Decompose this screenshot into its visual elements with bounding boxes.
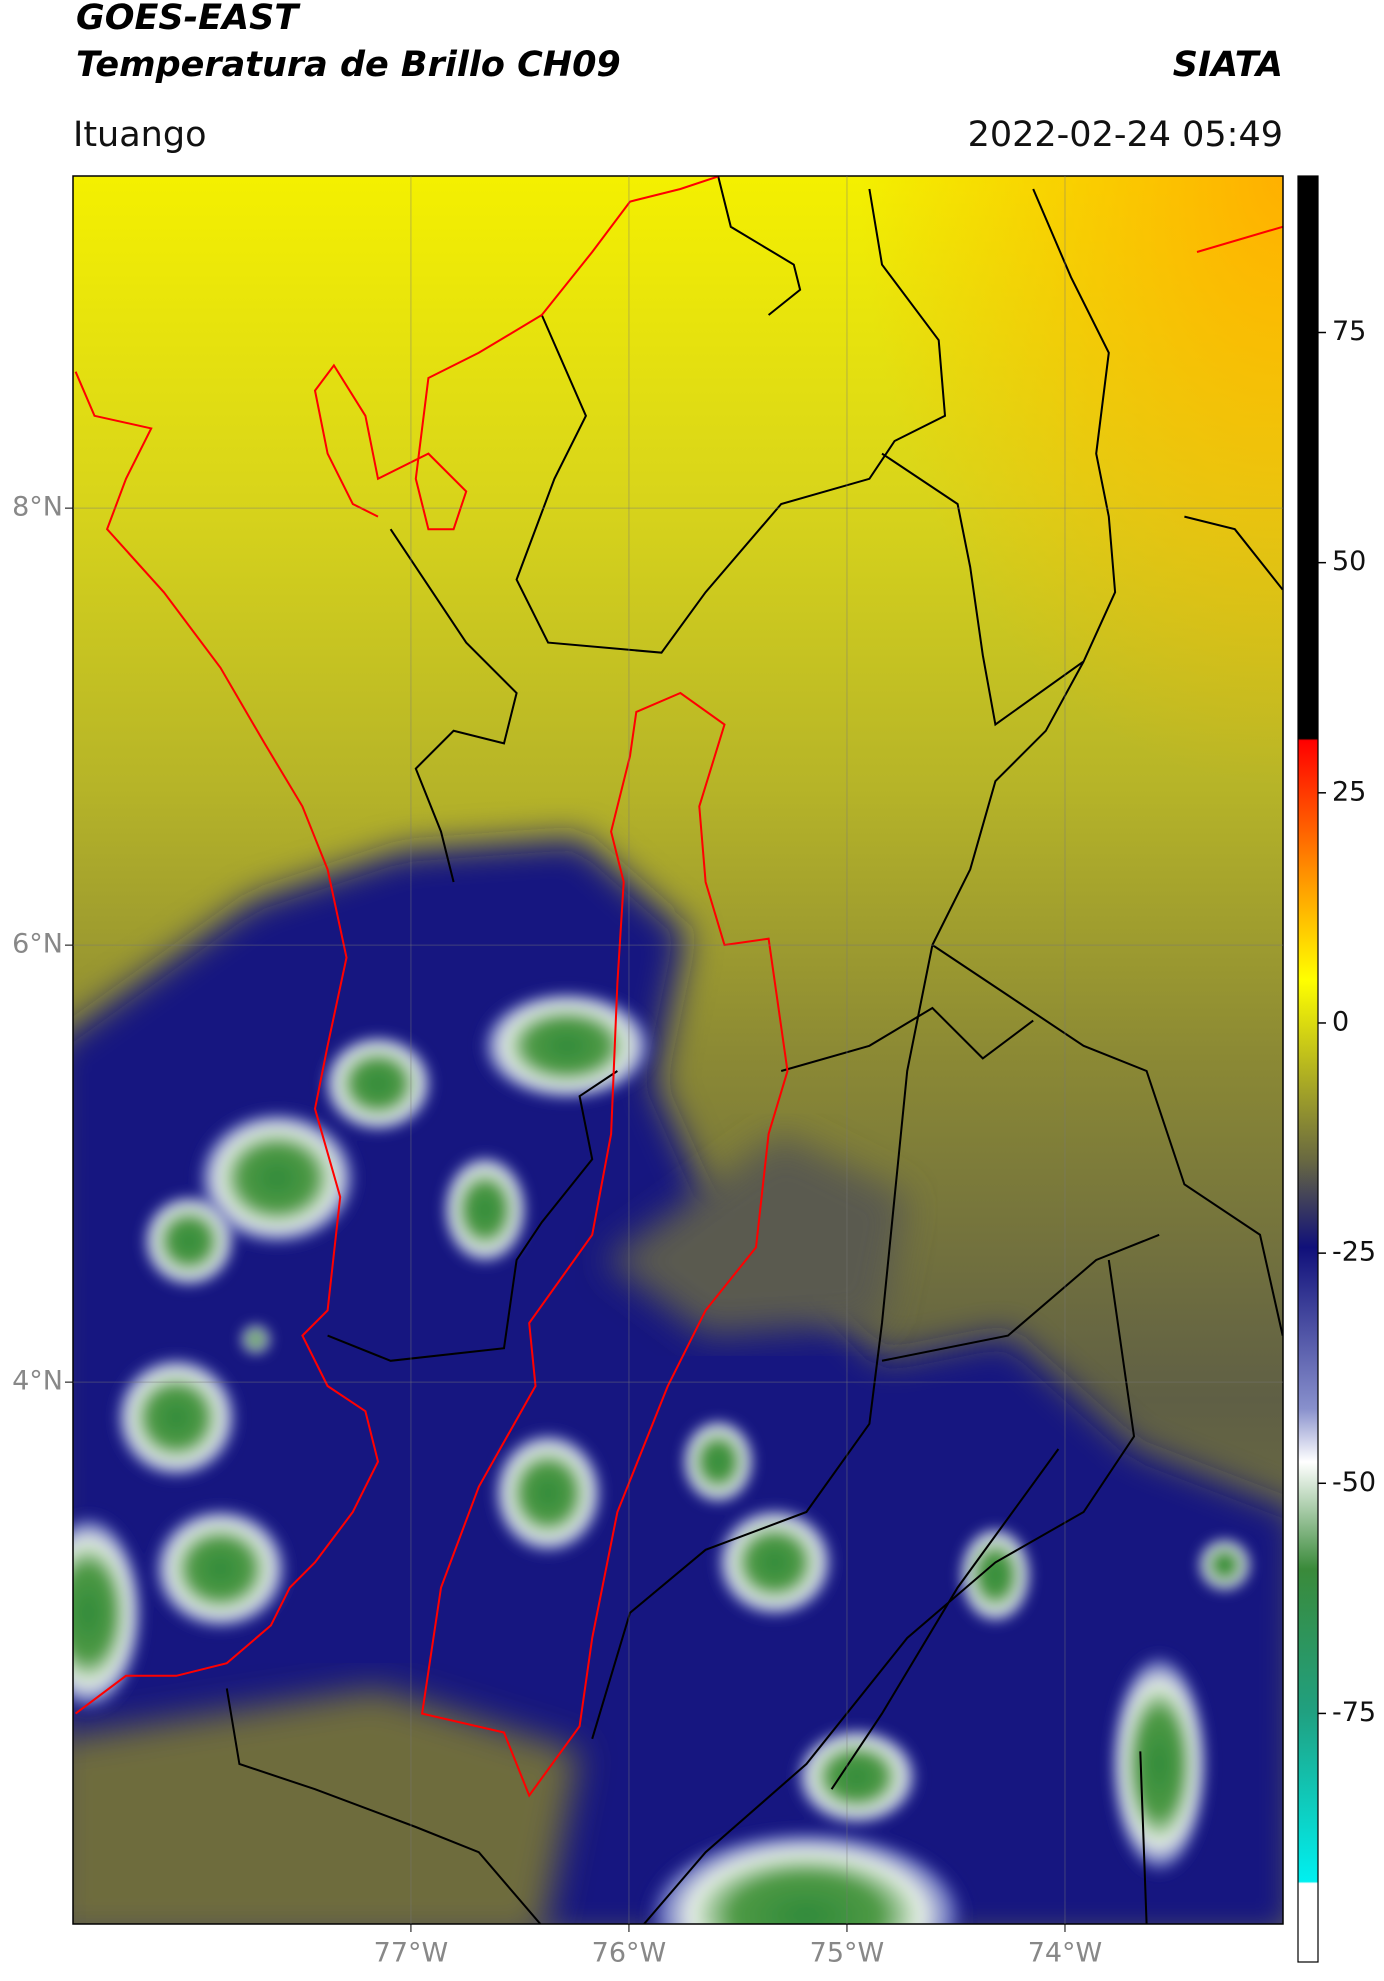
lat-tick-label: 6°N (12, 929, 63, 960)
lon-tick-label: 75°W (810, 1938, 885, 1969)
lon-tick-label: 74°W (1028, 1938, 1103, 1969)
satellite: GOES-EAST (76, 0, 301, 38)
colorbar (1297, 175, 1319, 1963)
map-frame (72, 175, 1284, 1925)
lon-tick-label: 76°W (592, 1938, 667, 1969)
colorbar-tick-label: -75 (1332, 1697, 1376, 1728)
lat-tick-label: 4°N (12, 1366, 63, 1397)
lon-tick-label: 77°W (374, 1938, 449, 1969)
colorbar-tick-label: -50 (1332, 1467, 1376, 1498)
location: Ituango (73, 115, 207, 155)
colorbar-tick-label: 25 (1332, 776, 1366, 807)
agency: SIATA (1173, 45, 1283, 85)
product: Temperatura de Brillo CH09 (76, 45, 621, 85)
lat-tick-label: 8°N (12, 492, 63, 523)
colorbar-tick-label: 50 (1332, 546, 1366, 577)
colorbar-tick-label: 75 (1332, 316, 1366, 347)
colorbar-tick-label: -25 (1332, 1237, 1376, 1268)
datetime: 2022-02-24 05:49 (968, 115, 1283, 155)
map-image (73, 176, 1283, 1924)
colorbar-tick-label: 0 (1332, 1006, 1349, 1037)
